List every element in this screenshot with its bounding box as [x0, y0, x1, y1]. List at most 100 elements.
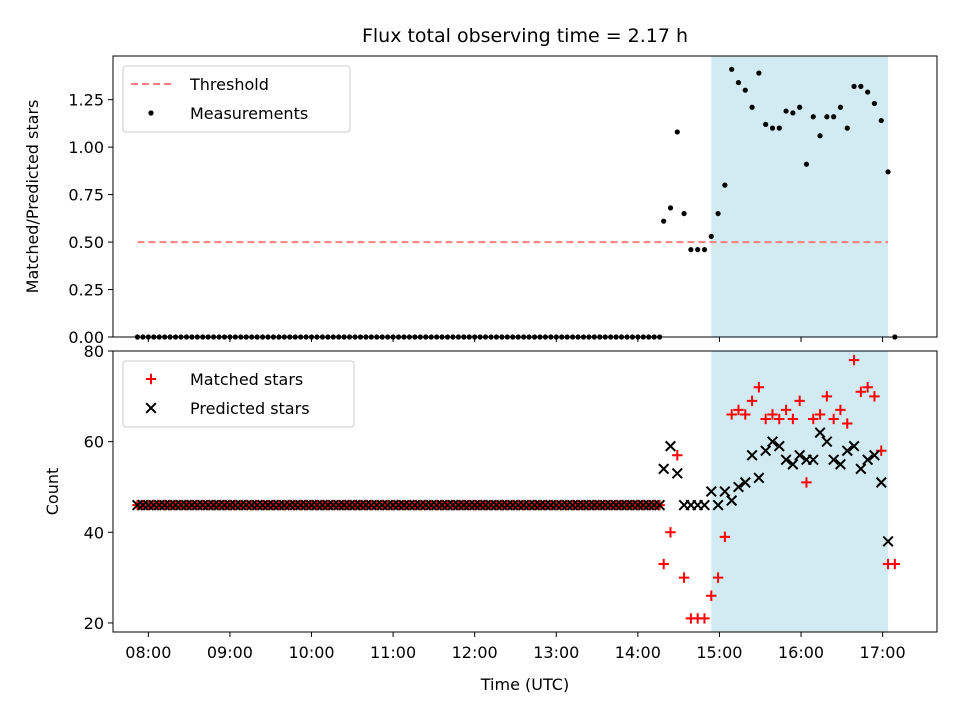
matched-star-point	[780, 404, 792, 416]
matched-star-point	[889, 558, 901, 570]
measurement-point	[797, 104, 803, 110]
matched-star-point	[821, 391, 833, 402]
measurement-point	[865, 89, 871, 95]
measurement-point	[742, 87, 748, 93]
predicted-star-point	[780, 454, 792, 466]
measurement-point	[878, 117, 884, 124]
ratio-panel: 0.00 0.25 0.50 0.75 1.00 1.25 Matched/Predicte…	[23, 55, 938, 347]
legend-matched-star-swatch	[145, 373, 157, 385]
legend: Matched stars Predicted stars	[122, 360, 355, 428]
matched-star-point	[814, 409, 826, 420]
observing-window-shading	[711, 56, 889, 337]
x-tick-label: 11:00	[370, 643, 416, 662]
measurement-point	[831, 114, 837, 120]
matched-star-point	[808, 413, 819, 425]
x-tick-label: 15:00	[696, 643, 742, 662]
legend-label: Threshold	[189, 75, 269, 94]
measurement-point	[817, 133, 823, 139]
matched-star-point	[801, 477, 812, 488]
measurement-point	[844, 125, 850, 131]
x-tick-label: 17:00	[860, 643, 906, 662]
matched-star-point	[726, 409, 737, 420]
y-tick-label: 60	[84, 433, 104, 452]
matched-star-point	[712, 572, 724, 583]
predicted-star-point	[732, 481, 744, 493]
legend-label: Measurements	[190, 104, 308, 123]
predicted-star-point	[882, 535, 894, 547]
y-axis-label: Count	[43, 468, 62, 516]
measurement-point	[681, 210, 687, 217]
plot-frame	[112, 350, 938, 633]
predicted-star-point	[841, 445, 853, 457]
matched-star-point	[794, 395, 805, 407]
measurement-point	[729, 66, 735, 72]
matched-star-point	[719, 531, 731, 543]
legend-label: Predicted stars	[190, 399, 310, 418]
measurement-point	[810, 114, 816, 120]
y-tick-label: 1.25	[68, 91, 104, 110]
predicted-star-point	[658, 463, 670, 475]
measurement-point	[763, 121, 769, 127]
predicted-star-point	[828, 454, 840, 466]
measurement-point	[776, 125, 782, 131]
x-tick-label: 16:00	[778, 643, 824, 662]
predicted-star-point	[821, 436, 833, 448]
predicted-star-point	[753, 472, 765, 484]
legend-box	[122, 65, 351, 133]
measurement-point	[674, 129, 680, 135]
y-tick-label: 0.00	[68, 328, 104, 347]
measurement-point	[701, 247, 708, 253]
predicted-star-point	[794, 449, 806, 461]
y-tick-label: 0.75	[68, 186, 104, 205]
measurement-point	[695, 247, 701, 253]
predicted-star-point	[862, 454, 874, 466]
predicted-star-point	[671, 467, 683, 479]
measurement-point	[708, 233, 714, 239]
measurement-point	[824, 114, 830, 120]
legend-predicted-star-swatch	[145, 402, 157, 414]
matched-star-point	[699, 613, 710, 624]
matched-star-point	[746, 395, 758, 407]
measurement-point	[749, 104, 755, 110]
measurement-point	[790, 110, 796, 116]
matched-star-point	[767, 409, 778, 420]
measurement-point	[756, 70, 762, 76]
predicted-star-point	[807, 454, 819, 466]
predicted-star-point	[760, 445, 772, 457]
predicted-star-point	[766, 436, 778, 448]
y-tick-label: 0.25	[68, 281, 104, 300]
matched-star-point	[869, 391, 880, 402]
count-panel: 20 40 60 80 08:00 09:00 10:00 11:00 12:00 13:00 14…	[43, 342, 938, 662]
y-tick-label: 1.00	[68, 138, 104, 157]
legend-measurement-swatch	[148, 110, 154, 116]
matched-star-point	[733, 404, 744, 416]
plot-frame	[112, 55, 938, 338]
measurement-point	[858, 83, 864, 89]
y-tick-label: 40	[84, 523, 104, 542]
predicted-star-point	[814, 427, 826, 439]
measurement-point	[769, 125, 776, 131]
matched-star-point	[658, 558, 669, 570]
matched-star-point	[678, 572, 690, 583]
matched-star-point	[672, 450, 683, 461]
measurement-point	[661, 218, 667, 224]
predicted-star-point	[654, 499, 666, 511]
predicted-star-point	[664, 440, 676, 452]
measurement-point	[688, 247, 694, 253]
predicted-star-point	[739, 476, 751, 488]
matched-star-point	[848, 354, 860, 366]
matched-star-point	[665, 527, 676, 538]
predicted-star-point	[773, 440, 785, 452]
matched-star-point	[842, 418, 853, 429]
predicted-star-point	[719, 485, 731, 498]
measurement-point	[885, 169, 891, 175]
x-axis-label: Time (UTC)	[480, 675, 569, 694]
predicted-star-point	[705, 485, 717, 498]
y-tick-label: 0.50	[68, 233, 104, 252]
predicted-star-point	[868, 449, 880, 461]
predicted-star-point	[726, 495, 738, 507]
matched-star-point	[753, 382, 765, 393]
predicted-star-point	[875, 476, 887, 488]
matched-star-point	[828, 413, 839, 425]
